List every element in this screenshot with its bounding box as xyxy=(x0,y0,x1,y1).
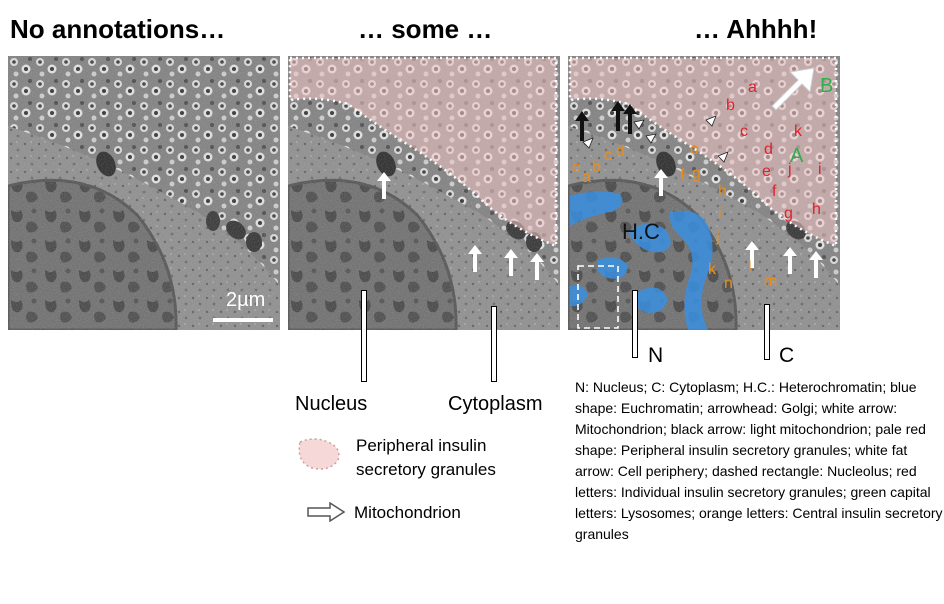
red-letter-j: j xyxy=(787,161,792,178)
cytoplasm-pointer xyxy=(491,306,497,382)
orange-letter-b: b xyxy=(592,159,601,176)
cell-periphery-fat-arrow xyxy=(771,67,815,111)
orange-letter-f: f xyxy=(680,167,685,184)
green-letter-A: A xyxy=(790,145,804,167)
mitochondrion-legend-arrow-icon xyxy=(307,502,346,522)
scale-bar-label: 2µm xyxy=(226,289,265,311)
granule-legend-swatch xyxy=(298,438,340,470)
c-label: C xyxy=(779,344,795,367)
red-letter-k: k xyxy=(794,123,803,140)
em-panel-no-annotations: 2µm xyxy=(8,56,280,330)
light-mitochondrion-arrows xyxy=(575,101,637,141)
orange-letter-c: c xyxy=(604,147,612,164)
red-letter-e: e xyxy=(762,163,771,180)
n-pointer xyxy=(632,290,638,358)
orange-letter-g: g xyxy=(692,165,701,182)
c-pointer xyxy=(764,304,770,360)
cytoplasm-label: Cytoplasm xyxy=(448,393,543,415)
title-some: … some … xyxy=(358,14,493,44)
nucleus-label: Nucleus xyxy=(295,393,368,415)
nucleolus-box xyxy=(577,265,619,329)
green-letter-B: B xyxy=(820,75,833,97)
granule-overlay xyxy=(288,56,558,248)
heterochromatin-label: H.C xyxy=(622,219,660,244)
n-label: N xyxy=(648,344,664,367)
orange-letter-n: n xyxy=(724,275,733,292)
euchromatin-shapes xyxy=(570,191,713,330)
orange-letter-j: j xyxy=(715,228,720,245)
title-no-annotations: No annotations… xyxy=(10,14,226,44)
granule-overlay xyxy=(568,56,838,248)
orange-letter-l: l xyxy=(748,259,752,276)
orange-letter-k: k xyxy=(708,261,717,278)
red-letter-h: h xyxy=(812,201,821,218)
red-letter-g: g xyxy=(784,205,793,222)
title-ahhhh: … Ahhhh! xyxy=(694,14,818,44)
mitochondrion-arrows xyxy=(654,169,823,278)
orange-letter-o: o xyxy=(690,141,699,158)
red-letter-f: f xyxy=(772,183,777,200)
orange-letter-i: i xyxy=(718,205,722,222)
red-letter-b: b xyxy=(726,97,735,114)
em-image: 2µm xyxy=(8,56,280,330)
nucleus-pointer xyxy=(361,290,367,382)
red-letter-d: d xyxy=(764,141,773,158)
red-letter-a: a xyxy=(748,79,757,96)
golgi-arrowheads xyxy=(582,115,729,163)
orange-letter-h: h xyxy=(718,183,727,200)
em-panel-some xyxy=(288,56,560,330)
red-letter-c: c xyxy=(740,123,748,140)
red-letter-i: i xyxy=(818,161,822,178)
mitochondrion-arrows xyxy=(377,172,544,280)
orange-letter-a: a xyxy=(582,169,591,186)
mitochondrion-legend-label: Mitochondrion xyxy=(354,503,461,522)
orange-letter-d: d xyxy=(616,143,625,160)
granule-legend-label: Peripheral insulin secretory granules xyxy=(356,436,496,479)
orange-letter-m: m xyxy=(764,273,777,290)
em-image xyxy=(288,56,560,330)
orange-letter-e: e xyxy=(572,159,581,176)
figure-caption: N: Nucleus; C: Cytoplasm; H.C.: Heteroch… xyxy=(575,379,943,542)
